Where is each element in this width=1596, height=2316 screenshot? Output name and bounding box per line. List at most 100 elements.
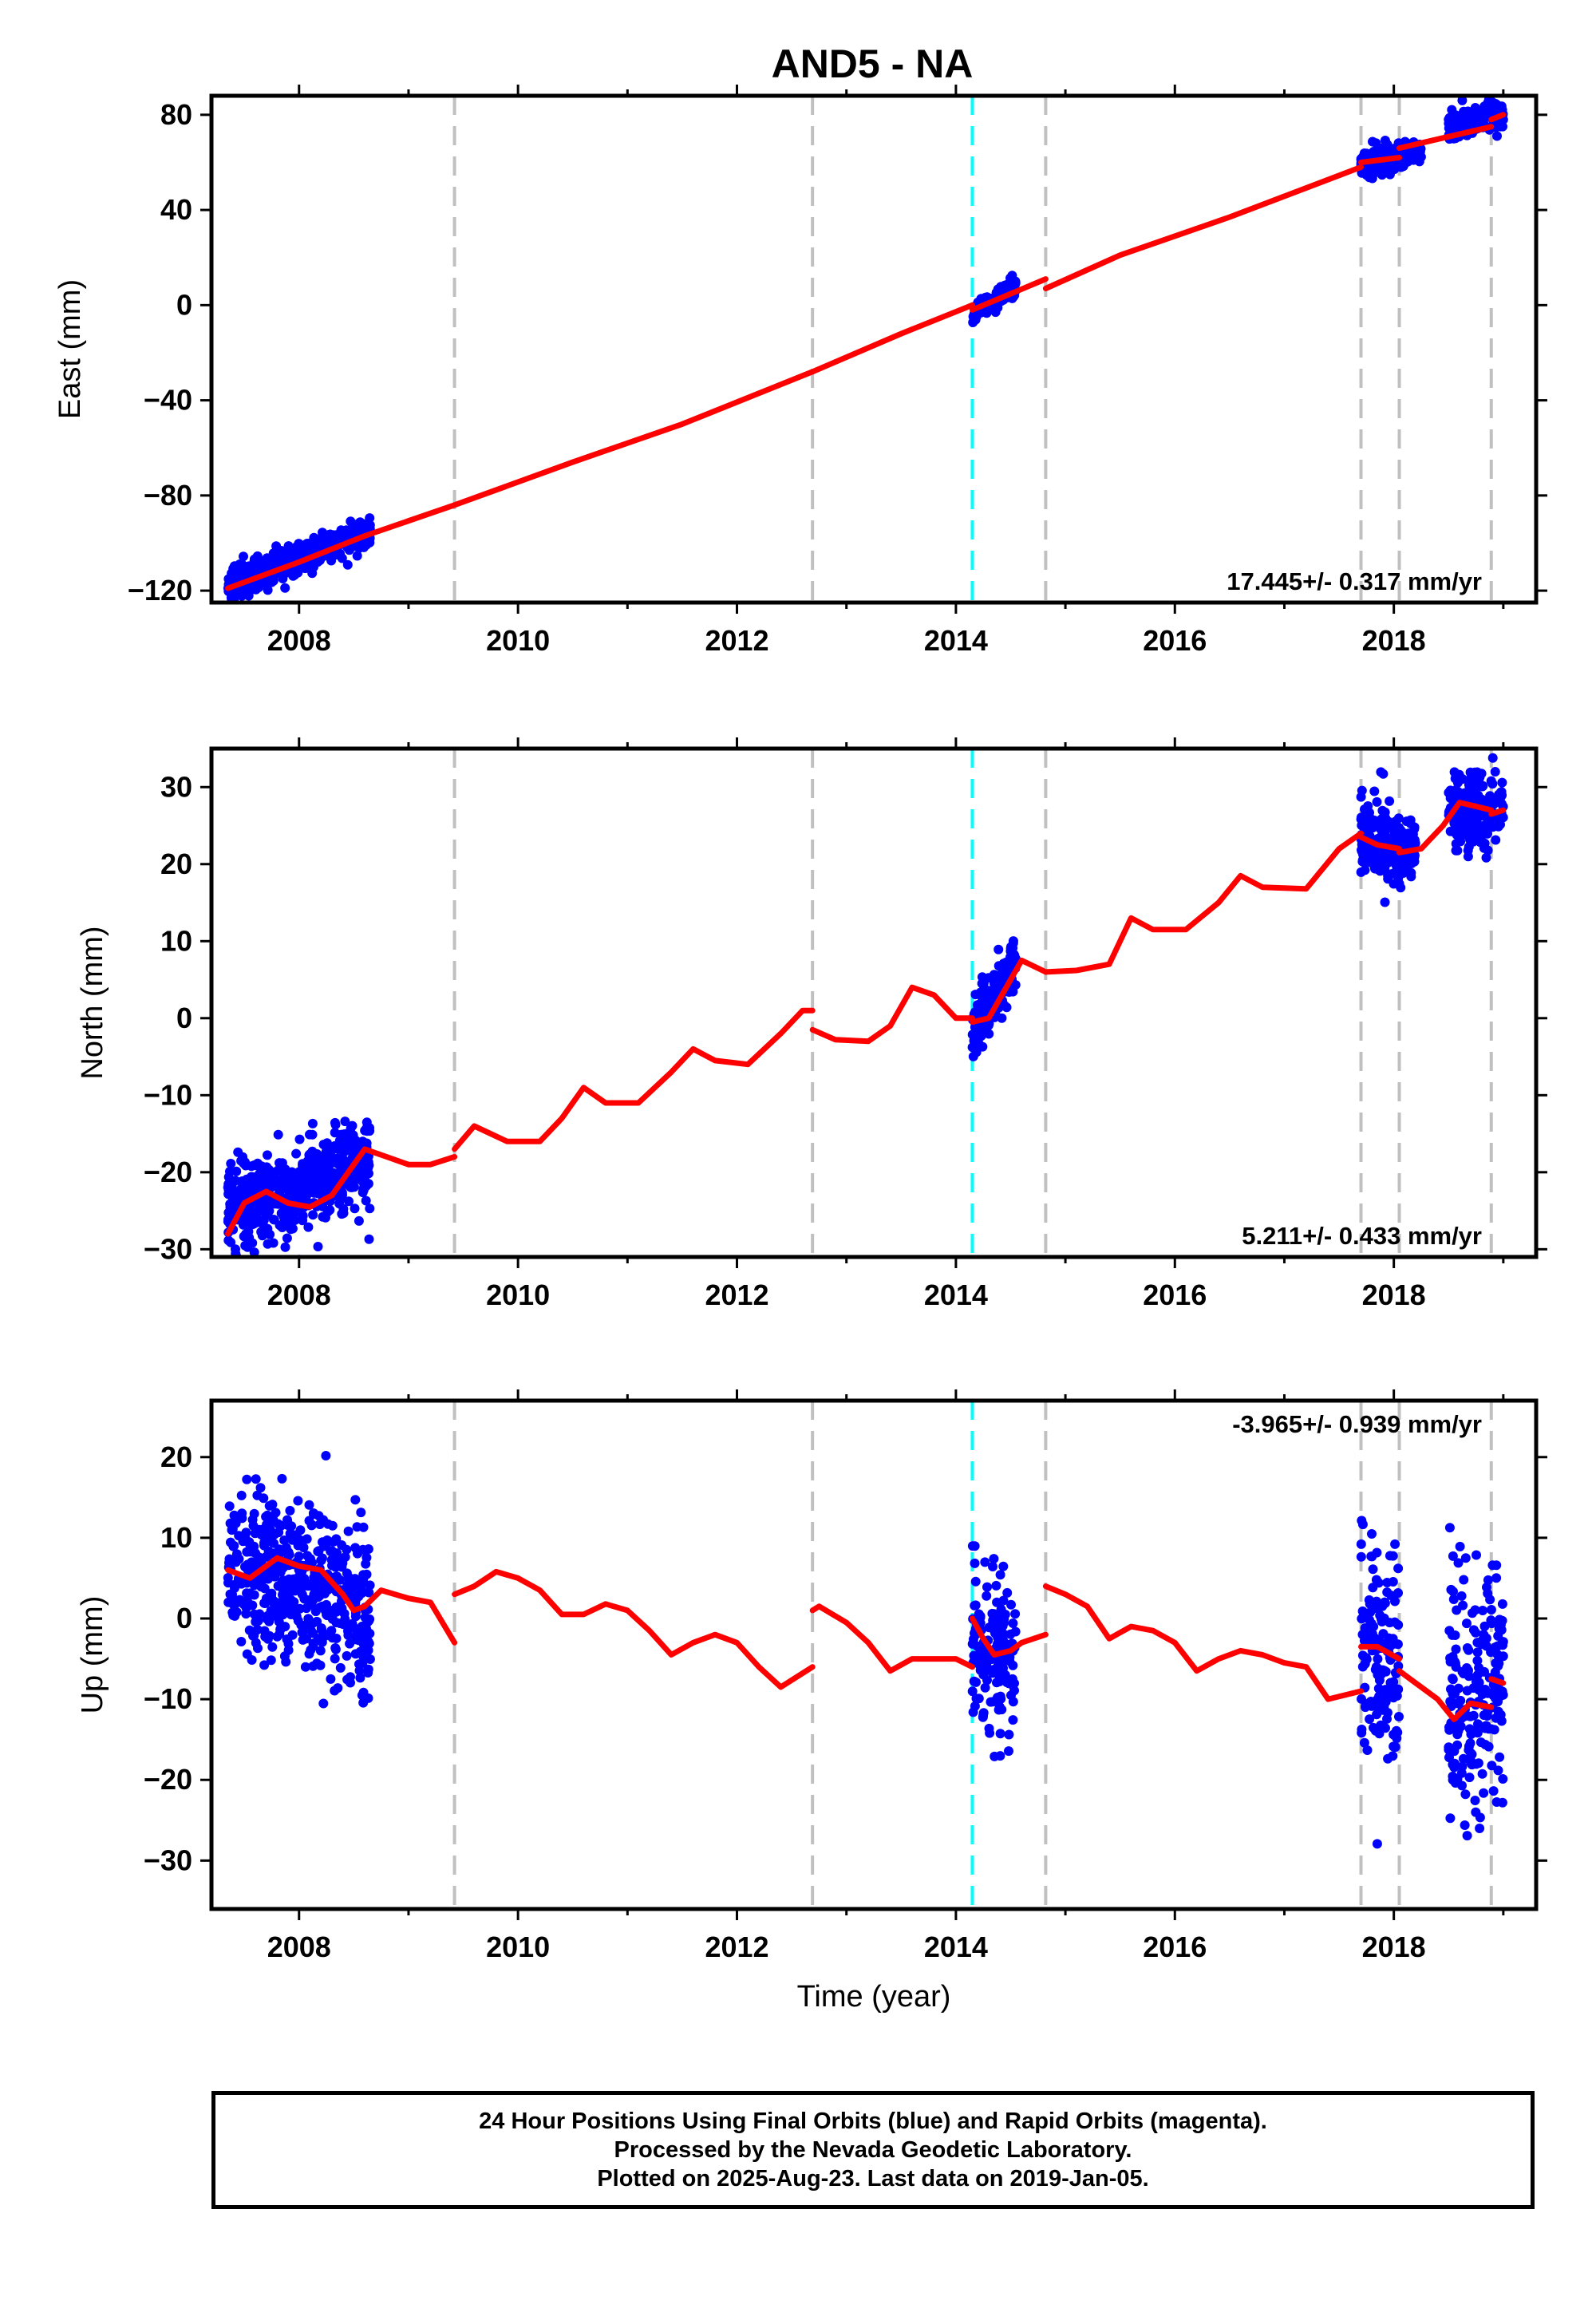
data-point: [242, 1474, 252, 1484]
data-point: [318, 1698, 329, 1709]
data-point: [309, 1509, 318, 1520]
data-point: [1462, 1643, 1472, 1653]
data-point: [348, 1179, 358, 1189]
data-point: [1373, 1654, 1383, 1664]
data-point: [1372, 1839, 1382, 1849]
data-point: [982, 1675, 992, 1686]
data-point: [987, 1608, 998, 1618]
data-point: [1371, 1575, 1381, 1585]
data-point: [274, 1528, 284, 1538]
data-point: [1358, 1613, 1369, 1623]
data-point: [356, 1508, 366, 1518]
data-point: [1381, 1697, 1391, 1707]
data-point: [1444, 1523, 1455, 1533]
y-tick-label: −80: [144, 479, 192, 512]
data-point: [1481, 1633, 1491, 1643]
data-point: [294, 539, 304, 549]
data-point: [264, 1521, 275, 1531]
data-point: [1445, 826, 1456, 836]
data-point: [230, 1611, 240, 1621]
data-point: [259, 1598, 270, 1608]
data-point: [358, 1185, 369, 1196]
data-point: [1470, 1796, 1480, 1805]
data-point: [326, 1606, 336, 1615]
data-point: [1497, 1599, 1507, 1609]
data-point: [1465, 1711, 1476, 1721]
data-point: [321, 1151, 331, 1161]
data-point: [1491, 835, 1501, 845]
data-point: [361, 1569, 372, 1579]
data-point: [318, 1537, 327, 1547]
data-point: [970, 1701, 980, 1711]
data-point: [1492, 131, 1502, 141]
data-point: [1488, 1690, 1499, 1701]
data-point: [1357, 785, 1367, 796]
x-tick-label: 2014: [924, 624, 988, 657]
data-point: [1491, 1573, 1502, 1583]
data-point: [1462, 1831, 1472, 1841]
data-point: [1368, 1564, 1378, 1575]
data-point: [315, 1660, 326, 1670]
data-point: [236, 1156, 247, 1166]
data-point: [1449, 1758, 1460, 1769]
model-line: [809, 984, 975, 1045]
data-point: [333, 1683, 343, 1694]
data-point: [231, 1518, 241, 1528]
data-point: [1357, 846, 1367, 856]
data-point: [275, 1220, 285, 1231]
data-point: [268, 1238, 279, 1248]
data-point: [1368, 1583, 1378, 1593]
data-point: [1396, 825, 1406, 836]
data-point: [1008, 1618, 1018, 1628]
data-point: [980, 1682, 990, 1693]
data-point: [354, 1666, 365, 1676]
y-tick-label: 10: [160, 1521, 192, 1554]
model-line: [1358, 155, 1402, 165]
data-point: [1357, 1725, 1367, 1734]
up-panel: 2008 2010 2012 2014 2016 2018 −30 −20 −10 0 10 20 Up…: [76, 1389, 1547, 2014]
data-point: [1360, 865, 1370, 875]
data-point: [261, 1537, 271, 1547]
y-tick-label: −30: [144, 1232, 192, 1265]
data-point: [247, 1161, 257, 1172]
data-point: [313, 1634, 323, 1644]
data-point: [1359, 1737, 1369, 1748]
data-point: [1490, 1667, 1500, 1678]
data-point: [1479, 1788, 1489, 1798]
data-point: [335, 1194, 346, 1204]
data-point: [1396, 834, 1405, 844]
north-panel: 2008 2010 2012 2014 2016 2018 −30 −20 −10 0 10 20 30…: [76, 737, 1547, 1311]
data-point: [355, 1673, 365, 1683]
data-point: [251, 1638, 261, 1648]
y-tick-label: −20: [144, 1156, 192, 1188]
data-point: [970, 1033, 980, 1043]
y-tick-label: 80: [160, 98, 192, 131]
data-point: [282, 1233, 292, 1243]
data-point: [342, 1650, 352, 1661]
data-point: [365, 1580, 375, 1591]
data-point: [1389, 1617, 1400, 1627]
data-point: [1371, 1597, 1381, 1607]
model-line: [1488, 807, 1507, 817]
data-point: [1004, 1729, 1014, 1740]
data-point: [273, 1129, 283, 1140]
data-point: [1472, 1727, 1482, 1737]
data-point: [279, 1575, 289, 1586]
data-point: [1361, 170, 1372, 180]
data-point: [357, 1621, 367, 1631]
x-tick-label: 2018: [1362, 1931, 1426, 1963]
data-point: [995, 1729, 1005, 1739]
data-point: [308, 1210, 318, 1220]
data-point: [1460, 113, 1471, 124]
data-point: [280, 1622, 290, 1632]
y-tick-label: −120: [128, 574, 192, 607]
data-point: [982, 1582, 992, 1592]
data-point: [231, 1244, 240, 1255]
x-tick-label: 2012: [705, 1931, 768, 1963]
data-point: [1486, 776, 1496, 786]
model-line: [452, 1007, 816, 1152]
data-point: [365, 513, 375, 524]
data-point: [268, 1181, 279, 1192]
plot-frame: [209, 746, 1539, 1259]
data-point: [1372, 1695, 1382, 1705]
